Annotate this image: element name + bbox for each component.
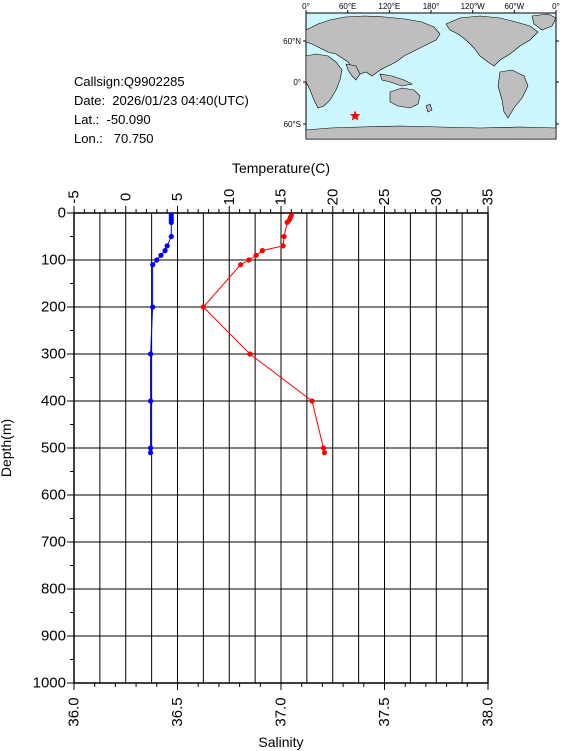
temperature-tick-labels: -5 0 5 10 15 20 25 30 35 bbox=[66, 189, 497, 206]
temperature-tick-label: 10 bbox=[221, 189, 238, 206]
temperature-tick-label: -5 bbox=[66, 190, 83, 203]
depth-tick-label: 400 bbox=[41, 393, 66, 410]
land-north-america bbox=[445, 15, 539, 67]
station-marker bbox=[349, 110, 361, 121]
temperature-tick-label: 15 bbox=[273, 189, 290, 206]
land-india bbox=[345, 63, 361, 81]
salinity-point bbox=[162, 248, 168, 254]
salinity-tick-label: 36.0 bbox=[66, 697, 83, 726]
land-greenland bbox=[531, 13, 557, 31]
depth-tick-label: 600 bbox=[41, 487, 66, 504]
salinity-tick-label: 37.0 bbox=[273, 697, 290, 726]
salinity-point bbox=[168, 233, 174, 240]
land-indonesia bbox=[379, 73, 413, 87]
salinity-point bbox=[147, 450, 154, 456]
map-lon-label: 60°W bbox=[505, 2, 525, 11]
map-labels: 0° 60°E 120°E 180° 120°W 60°W 0° 60°N 0° 60°S bbox=[283, 2, 560, 129]
map-lon-label: 0° bbox=[302, 2, 310, 11]
temperature-point bbox=[247, 351, 253, 357]
axis-ticks bbox=[67, 206, 489, 690]
salinity-point bbox=[158, 252, 164, 258]
temperature-axis-title: Temperature(C) bbox=[232, 160, 330, 176]
depth-tick-label: 1000 bbox=[33, 675, 66, 692]
salinity-point bbox=[154, 257, 160, 263]
depth-tick-label: 200 bbox=[41, 299, 66, 316]
longitude-text: Lon.: 70.750 bbox=[74, 131, 154, 146]
salinity-tick-label: 37.5 bbox=[376, 697, 393, 726]
temperature-point bbox=[259, 248, 265, 254]
map-lon-label: 0° bbox=[552, 2, 560, 11]
temperature-point bbox=[200, 304, 206, 310]
salinity-point bbox=[147, 351, 154, 357]
land-south-america bbox=[497, 69, 529, 119]
depth-tick-label: 100 bbox=[41, 252, 66, 269]
temperature-point bbox=[253, 252, 259, 258]
depth-tick-label: 500 bbox=[41, 440, 66, 457]
temperature-tick-label: 30 bbox=[428, 189, 445, 206]
chart-grid bbox=[73, 212, 489, 684]
temperature-tick-label: 35 bbox=[480, 189, 497, 206]
temperature-point bbox=[320, 445, 327, 451]
latitude-text: Lat.: -50.090 bbox=[74, 112, 151, 127]
depth-tick-label: 800 bbox=[41, 581, 66, 598]
temperature-point bbox=[238, 262, 244, 268]
temperature-point bbox=[280, 243, 286, 249]
salinity-tick-labels: 36.0 36.5 37.0 37.5 38.0 bbox=[66, 697, 497, 726]
map-lat-label: 60°S bbox=[284, 120, 301, 129]
temperature-point bbox=[284, 219, 290, 225]
salinity-point bbox=[150, 262, 156, 268]
salinity-profile-line bbox=[150, 215, 172, 453]
land-africa bbox=[305, 53, 343, 109]
depth-tick-label: 700 bbox=[41, 534, 66, 551]
land-australia bbox=[389, 87, 421, 109]
depth-tick-label: 900 bbox=[41, 628, 66, 645]
map-lon-label: 60°E bbox=[339, 2, 356, 11]
temperature-tick-label: 25 bbox=[376, 189, 393, 206]
temperature-tick-label: 5 bbox=[169, 193, 186, 201]
temperature-point bbox=[246, 257, 252, 263]
map-lat-label: 0° bbox=[293, 78, 301, 87]
salinity-point bbox=[147, 445, 154, 451]
depth-tick-label: 0 bbox=[58, 205, 66, 222]
land-eurasia bbox=[305, 15, 441, 77]
map-lon-label: 180° bbox=[423, 2, 440, 11]
salinity-point bbox=[147, 398, 154, 404]
salinity-point bbox=[164, 243, 170, 249]
map-lon-label: 120°W bbox=[461, 2, 486, 11]
land-antarctica bbox=[305, 125, 557, 140]
depth-tick-labels: 0 100 200 300 400 500 600 700 800 900 1000 bbox=[33, 205, 66, 692]
temperature-point bbox=[309, 398, 315, 404]
map-land bbox=[305, 13, 557, 140]
temperature-point bbox=[321, 450, 328, 456]
temperature-tick-label: 0 bbox=[117, 193, 134, 201]
salinity-axis-title: Salinity bbox=[258, 734, 303, 750]
temperature-tick-label: 20 bbox=[324, 189, 341, 206]
land-new-zealand bbox=[425, 103, 433, 113]
salinity-tick-label: 36.5 bbox=[169, 697, 186, 726]
map-lon-label: 120°E bbox=[378, 2, 400, 11]
salinity-point bbox=[150, 304, 156, 310]
temperature-point bbox=[281, 233, 287, 240]
date-text: Date: 2026/01/23 04:40(UTC) bbox=[74, 93, 249, 108]
map-lat-label: 60°N bbox=[283, 37, 301, 46]
depth-axis-title: Depth(m) bbox=[0, 419, 14, 477]
callsign-text: Callsign:Q9902285 bbox=[74, 74, 185, 89]
salinity-point bbox=[168, 219, 174, 225]
depth-tick-label: 300 bbox=[41, 346, 66, 363]
station-info: Callsign:Q9902285 Date: 2026/01/23 04:40… bbox=[74, 72, 249, 148]
series-layer bbox=[147, 212, 328, 456]
salinity-tick-label: 38.0 bbox=[480, 697, 497, 726]
